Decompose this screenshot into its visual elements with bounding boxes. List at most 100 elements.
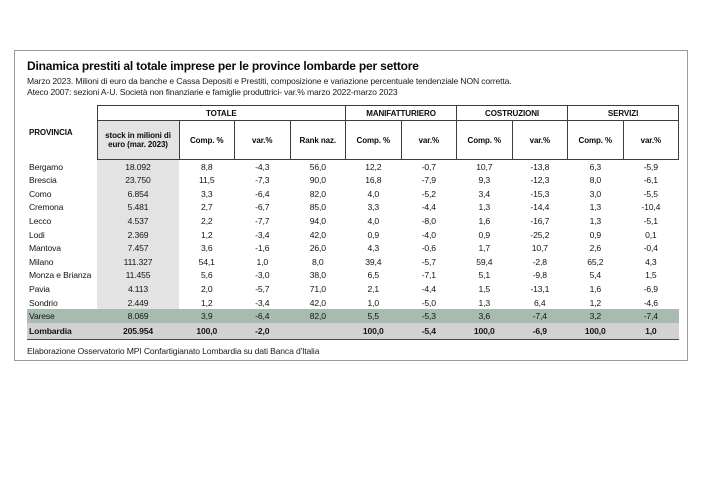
value-cell: 6.854 — [97, 187, 179, 201]
value-cell: -7,4 — [623, 309, 679, 323]
value-cell: 6,4 — [534, 297, 546, 308]
value-cell: 85,0 — [309, 202, 326, 213]
value-cell: -13,1 — [530, 283, 550, 294]
value-cell: 2.449 — [97, 295, 179, 310]
value-cell: 6,5 — [367, 270, 380, 281]
value-cell: -0,4 — [643, 243, 658, 254]
value-cell: 100,0 — [567, 322, 624, 341]
provincia-cell: Brescia — [29, 175, 57, 186]
provincia-cell: Mantova — [29, 243, 61, 254]
value-cell: 2,0 — [201, 283, 213, 294]
value-cell: -2,8 — [532, 256, 547, 267]
value-cell: 23.750 — [97, 173, 179, 188]
value-cell: 26,0 — [309, 243, 326, 254]
value-cell: -6,7 — [255, 202, 270, 213]
value-cell: -4,6 — [643, 297, 658, 308]
value-cell: -6,9 — [643, 283, 658, 294]
value-cell: 2,7 — [201, 202, 213, 213]
value-cell: 16,8 — [365, 175, 382, 186]
value-cell: 4,3 — [645, 256, 657, 267]
value-cell: 0,9 — [367, 229, 380, 240]
value-cell: -5,7 — [255, 283, 270, 294]
value-cell: -6,9 — [512, 322, 568, 341]
value-cell: 8.069 — [97, 309, 179, 323]
value-cell — [290, 322, 346, 341]
value-cell: 1,2 — [201, 229, 213, 240]
value-cell: -6,4 — [255, 188, 270, 199]
table-row: Varese 8.069 3,9 -6,4 82,0 5,5 -5,3 3,6 … — [27, 309, 679, 323]
value-cell: 8,8 — [201, 161, 213, 172]
value-cell: 4,3 — [367, 243, 380, 254]
value-cell: 2,1 — [367, 283, 380, 294]
table-row: Lodi 2.369 1,2 -3,4 42,0 0,9 -4,0 0,9 -2… — [27, 227, 679, 242]
column-header-totale-var: var.% — [234, 120, 291, 161]
value-cell: -2,0 — [234, 322, 290, 341]
value-cell: 3,6 — [456, 309, 513, 323]
value-cell: 1,6 — [478, 216, 491, 227]
provincia-cell: Bergamo — [29, 161, 63, 172]
column-header-rank-naz: Rank naz. — [289, 120, 347, 161]
value-cell: 5,6 — [201, 270, 213, 281]
value-cell: 1,0 — [623, 322, 679, 341]
value-cell: 100,0 — [345, 322, 402, 341]
value-cell: 90,0 — [309, 175, 326, 186]
value-cell: -7,7 — [255, 216, 270, 227]
value-cell: 5,4 — [589, 270, 602, 281]
value-cell: 0,1 — [645, 229, 657, 240]
table-row: Cremona 5.481 2,7 -6,7 85,0 3,3 -4,4 1,3… — [27, 200, 679, 215]
value-cell: 18.092 — [97, 159, 179, 174]
value-cell: -16,7 — [530, 216, 550, 227]
value-cell: 100,0 — [456, 322, 513, 341]
value-cell: 65,2 — [587, 256, 604, 267]
value-cell: 39,4 — [365, 256, 382, 267]
value-cell: 5.481 — [97, 200, 179, 215]
value-cell: -5,7 — [421, 256, 436, 267]
value-cell: 7.457 — [97, 241, 179, 255]
table-row: Bergamo 18.092 8,8 -4,3 56,0 12,2 -0,7 1… — [27, 159, 679, 174]
value-cell: 1,3 — [589, 216, 602, 227]
report-card: Dinamica prestiti al totale imprese per … — [14, 50, 688, 361]
value-cell: 4,0 — [367, 216, 380, 227]
value-cell: 54,1 — [198, 256, 215, 267]
value-cell: -1,6 — [255, 243, 270, 254]
value-cell: -3,4 — [255, 229, 270, 240]
value-cell: -10,4 — [641, 202, 661, 213]
value-cell: -13,8 — [530, 161, 550, 172]
value-cell: 1,5 — [645, 270, 657, 281]
value-cell: -4,0 — [421, 229, 436, 240]
table-row: Lecco 4.537 2,2 -7,7 94,0 4,0 -8,0 1,6 -… — [27, 214, 679, 228]
value-cell: 111.327 — [97, 255, 179, 269]
value-cell: -5,9 — [643, 161, 658, 172]
value-cell: 2,2 — [201, 216, 213, 227]
value-cell: -12,3 — [530, 175, 550, 186]
value-cell: 5,5 — [345, 309, 402, 323]
table-row: Milano 111.327 54,1 1,0 8,0 39,4 -5,7 59… — [27, 255, 679, 269]
value-cell: 6,3 — [589, 161, 602, 172]
value-cell: -5,1 — [643, 216, 658, 227]
value-cell: 1,0 — [256, 256, 269, 267]
group-header-row: PROVINCIA TOTALE MANIFATTURIERO COSTRUZI… — [27, 105, 680, 137]
value-cell: -9,8 — [532, 270, 547, 281]
value-cell: 10,7 — [476, 161, 493, 172]
column-header-provincia: PROVINCIA — [29, 128, 73, 138]
value-cell: -0,7 — [421, 161, 436, 172]
column-header-costruzioni-comp: Comp. % — [456, 120, 513, 161]
value-cell: -5,3 — [401, 309, 457, 323]
column-group-servizi: SERVIZI — [567, 105, 680, 122]
column-header-servizi-var: var.% — [622, 120, 680, 161]
provincia-cell: Monza e Brianza — [29, 270, 92, 281]
value-cell: 3,3 — [367, 202, 380, 213]
data-table: PROVINCIA TOTALE MANIFATTURIERO COSTRUZI… — [27, 105, 680, 341]
provincia-cell: Varese — [27, 309, 97, 323]
column-header-manifatturiero-comp: Comp. % — [345, 120, 402, 161]
column-header-servizi-comp: Comp. % — [567, 120, 624, 161]
value-cell: 38,0 — [309, 270, 326, 281]
value-cell: 4.113 — [97, 282, 179, 296]
value-cell: 3,3 — [201, 188, 213, 199]
source-note: Elaborazione Osservatorio MPI Confartigi… — [27, 346, 320, 357]
value-cell: -7,4 — [512, 309, 568, 323]
value-cell: 3,9 — [179, 309, 235, 323]
value-cell: 11.455 — [97, 268, 179, 283]
provincia-cell: Lecco — [29, 216, 52, 227]
value-cell: 1,5 — [478, 283, 491, 294]
